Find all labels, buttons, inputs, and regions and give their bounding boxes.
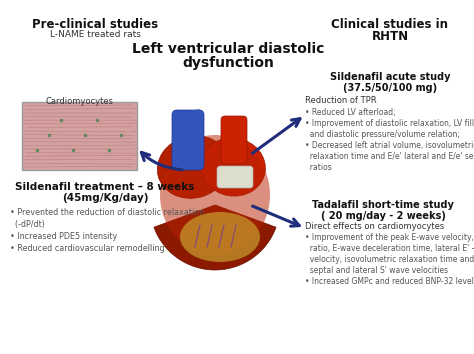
Text: Tadalafil short-time study: Tadalafil short-time study (312, 200, 454, 210)
Text: ( 20 mg/day - 2 weeks): ( 20 mg/day - 2 weeks) (320, 211, 446, 221)
Text: (45mg/Kg/day): (45mg/Kg/day) (62, 193, 148, 203)
Text: • Increased GMPc and reduced BNP-32 levels: • Increased GMPc and reduced BNP-32 leve… (305, 277, 474, 286)
Text: • Increased PDE5 intensity: • Increased PDE5 intensity (10, 232, 117, 241)
Text: • Improvement of diastolic relaxation, LV filling: • Improvement of diastolic relaxation, L… (305, 119, 474, 128)
Wedge shape (154, 205, 276, 270)
Text: Clinical studies in: Clinical studies in (331, 18, 448, 31)
Ellipse shape (160, 135, 270, 255)
Text: RHTN: RHTN (372, 30, 409, 43)
Text: septal and lateral S' wave velocities: septal and lateral S' wave velocities (305, 266, 448, 275)
FancyBboxPatch shape (221, 116, 247, 164)
FancyBboxPatch shape (217, 166, 253, 188)
Text: • Prevented the reduction of diastolic relaxation: • Prevented the reduction of diastolic r… (10, 208, 204, 217)
Text: Left ventricular diastolic: Left ventricular diastolic (132, 42, 324, 56)
Text: Direct effects on cardiomyocytes: Direct effects on cardiomyocytes (305, 222, 444, 231)
Text: • Decreased left atrial volume, isovolumetric: • Decreased left atrial volume, isovolum… (305, 141, 474, 150)
Text: Cardiomyocytes: Cardiomyocytes (46, 97, 113, 106)
FancyBboxPatch shape (172, 110, 204, 170)
Text: relaxation time and E/e' lateral and E/e' septal: relaxation time and E/e' lateral and E/e… (305, 152, 474, 161)
Text: • Reduced LV afterload;: • Reduced LV afterload; (305, 108, 396, 117)
Ellipse shape (201, 138, 265, 196)
Text: ratio, E-wave deceleration time, lateral E' –wave: ratio, E-wave deceleration time, lateral… (305, 244, 474, 253)
Text: (37.5/50/100 mg): (37.5/50/100 mg) (343, 83, 437, 93)
Ellipse shape (157, 136, 228, 198)
Text: dysfunction: dysfunction (182, 56, 274, 70)
Text: ratios: ratios (305, 163, 332, 172)
Text: Sildenafil treatment – 8 weeks: Sildenafil treatment – 8 weeks (15, 182, 195, 192)
Text: • Improvement of the peak E-wave velocity, E/A: • Improvement of the peak E-wave velocit… (305, 233, 474, 242)
Text: velocity, isovolumetric relaxation time and both: velocity, isovolumetric relaxation time … (305, 255, 474, 264)
Ellipse shape (180, 212, 260, 262)
Text: Pre-clinical studies: Pre-clinical studies (32, 18, 158, 31)
Text: • Reduced cardiovascular remodelling: • Reduced cardiovascular remodelling (10, 244, 164, 253)
Text: and diastolic pressure/volume relation;: and diastolic pressure/volume relation; (305, 130, 460, 139)
Text: L-NAME treated rats: L-NAME treated rats (50, 30, 140, 39)
Bar (22, 102, 137, 170)
Text: (-dP/dt): (-dP/dt) (10, 220, 45, 229)
Text: Reduction of TPR: Reduction of TPR (305, 96, 377, 105)
Text: Sildenafil acute study: Sildenafil acute study (330, 72, 450, 82)
